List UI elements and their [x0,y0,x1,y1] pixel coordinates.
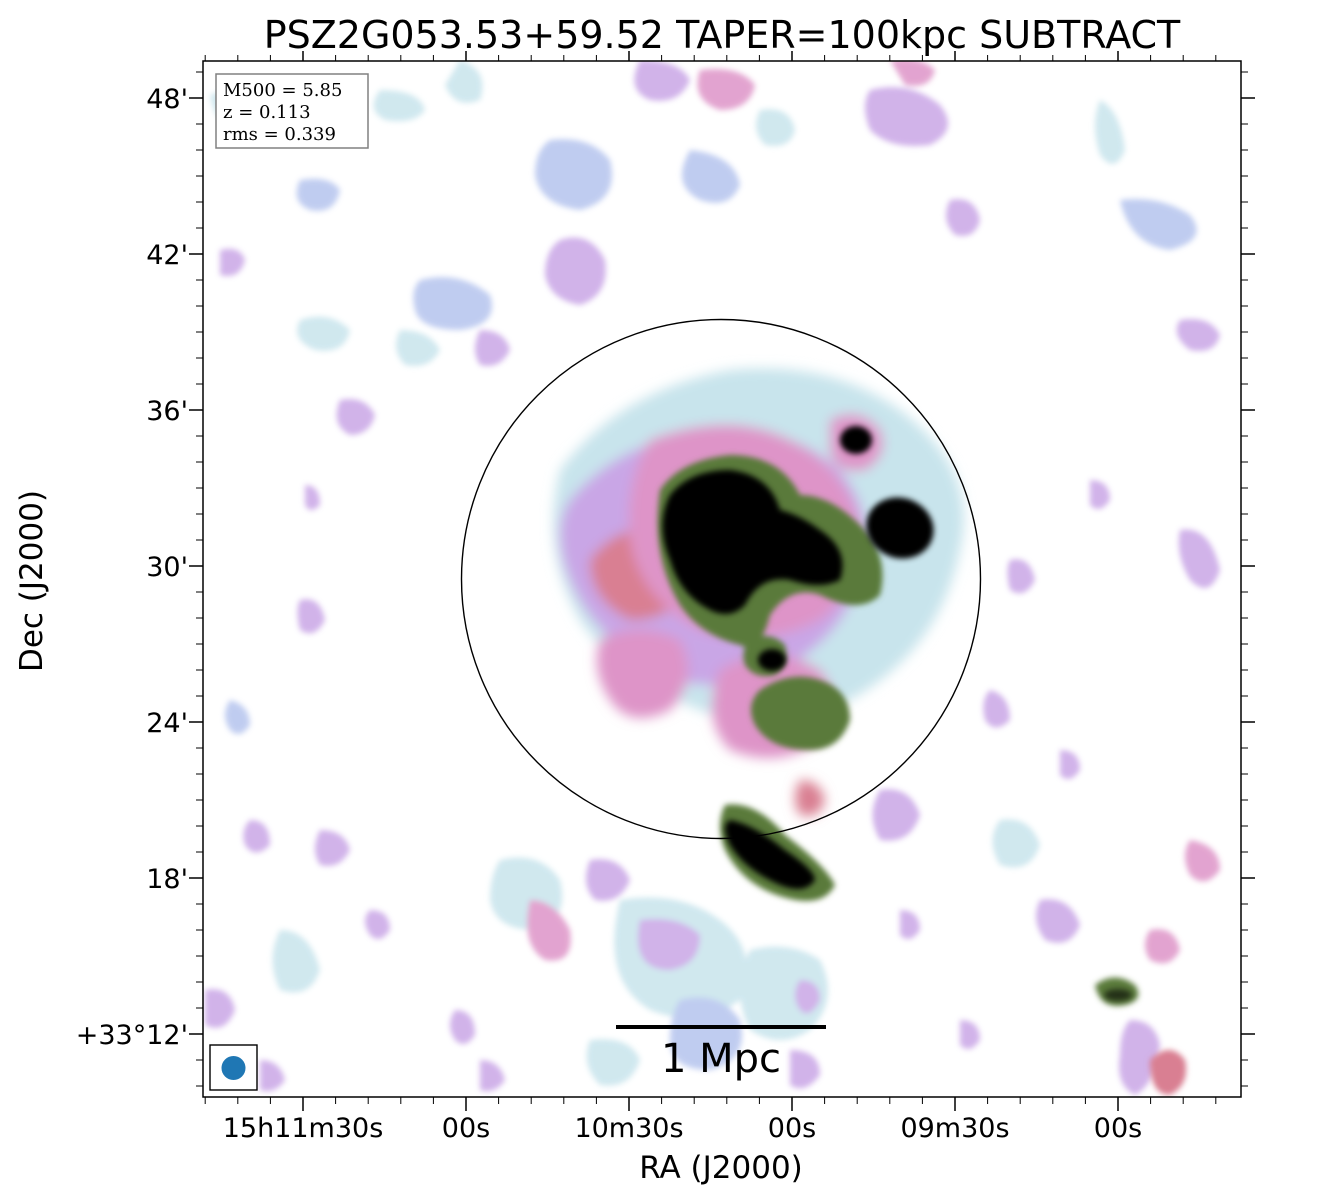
y-axis-label: Dec (J2000) [14,490,50,672]
y-tick-label: 42' [146,240,188,271]
info-line-z: z = 0.113 [223,102,311,123]
y-tick-label: 48' [146,84,188,115]
y-tick-label: +33°12' [76,1020,188,1051]
info-line-rms: rms = 0.339 [223,124,336,145]
x-axis-label: RA (J2000) [639,1150,803,1186]
noise-background [205,61,1220,1095]
radio-image: 1 Mpc M500 = 5.85 z = 0.113 rms = 0.339 [203,61,1241,1097]
info-box [215,73,369,149]
y-tick-labels: 48' 42' 36' 30' 24' 18' +33°12' [76,84,188,1051]
scalebar-label: 1 Mpc [661,1036,781,1082]
plot-title: PSZ2G053.53+59.52 TAPER=100kpc SUBTRACT [264,13,1181,57]
axis-ticks [189,51,1255,1111]
r500-circle [460,318,982,840]
y-tick-label: 30' [146,552,188,583]
x-tick-label: 15h11m30s [223,1113,384,1144]
x-tick-label: 09m30s [900,1113,1009,1144]
x-tick-labels: 15h11m30s 00s 10m30s 00s 09m30s 00s [223,1113,1143,1144]
y-tick-label: 36' [146,396,188,427]
info-line-m500: M500 = 5.85 [223,80,342,101]
plot-frame [202,60,1242,1098]
x-tick-label: 00s [442,1113,490,1144]
beam-ellipse [221,1056,246,1080]
y-tick-label: 18' [146,864,188,895]
x-tick-label: 00s [1094,1113,1142,1144]
y-tick-label: 24' [146,708,188,739]
x-tick-label: 00s [768,1113,816,1144]
x-tick-label: 10m30s [574,1113,683,1144]
